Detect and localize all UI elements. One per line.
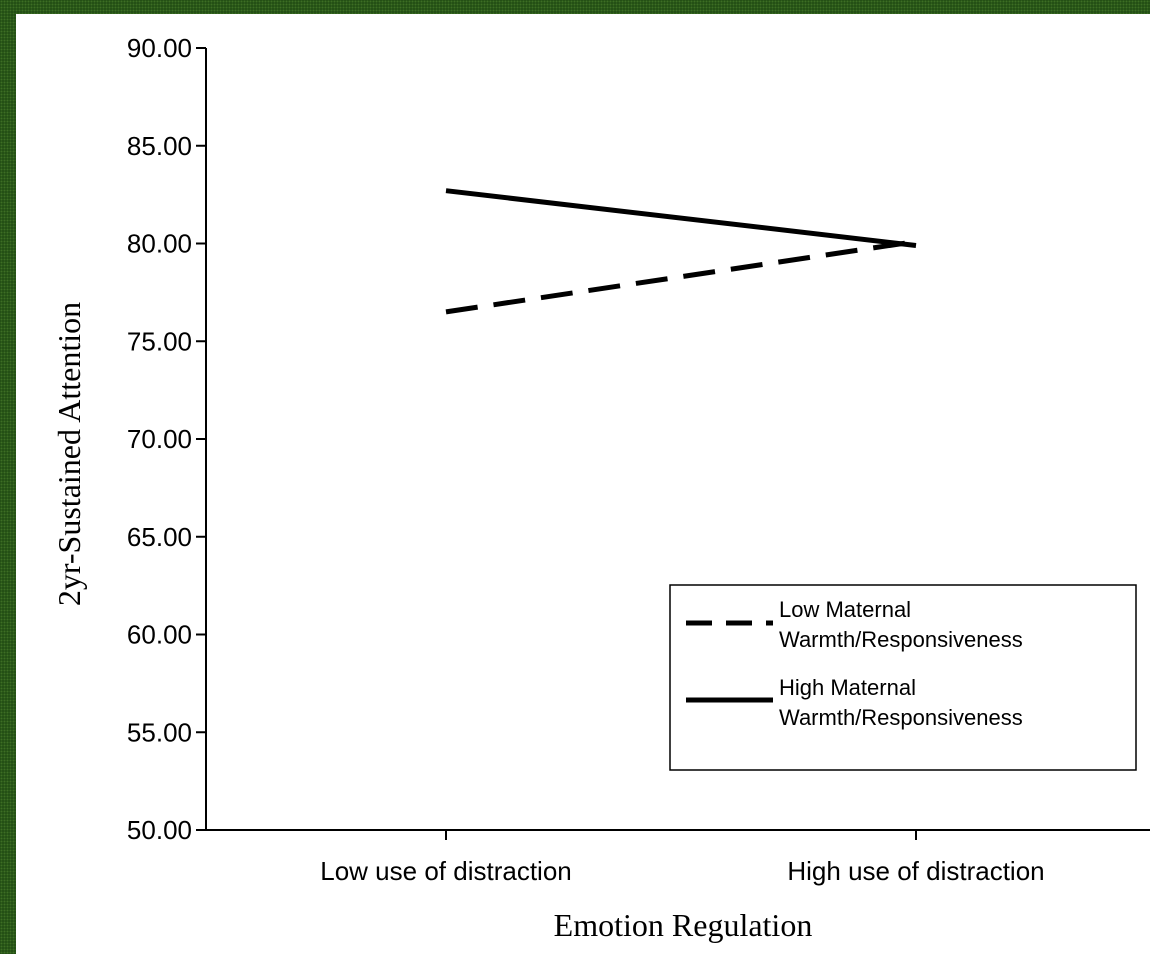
y-tick-label: 85.00 [127,131,192,161]
legend-label-high-line2: Warmth/Responsiveness [779,705,1023,730]
chart-panel: 50.00 55.00 60.00 65.00 70.00 75.00 80.00 85.00… [16,14,1150,954]
y-tick-label: 90.00 [127,33,192,63]
y-tick-label: 60.00 [127,620,192,650]
x-category-label: Low use of distraction [320,856,571,886]
legend-label-high-line1: High Maternal [779,675,916,700]
y-axis: 50.00 55.00 60.00 65.00 70.00 75.00 80.00 85.00… [127,33,207,845]
y-axis-title: 2yr-Sustained Attention [51,302,87,606]
y-tick-label: 65.00 [127,522,192,552]
legend-label-low-line2: Warmth/Responsiveness [779,627,1023,652]
series-line-low-warmth [445,239,917,315]
y-tick-label: 80.00 [127,229,192,259]
series-line-high-warmth [445,188,917,248]
x-axis-title: Emotion Regulation [554,907,813,943]
series-group [445,188,917,315]
y-tick-label: 55.00 [127,717,192,747]
y-tick-label: 75.00 [127,326,192,356]
legend-label-high: High Maternal Warmth/Responsiveness [779,675,1023,730]
x-axis: Low use of distraction High use of distra… [206,829,1150,886]
legend-label-low-line1: Low Maternal [779,597,911,622]
line-chart: 50.00 55.00 60.00 65.00 70.00 75.00 80.00 85.00… [51,33,1150,943]
y-tick-label: 50.00 [127,815,192,845]
legend: Low Maternal Warmth/Responsiveness High … [669,584,1137,771]
x-category-label: High use of distraction [787,856,1044,886]
legend-box [669,584,1137,771]
legend-label-low: Low Maternal Warmth/Responsiveness [779,597,1023,652]
y-tick-label: 70.00 [127,424,192,454]
